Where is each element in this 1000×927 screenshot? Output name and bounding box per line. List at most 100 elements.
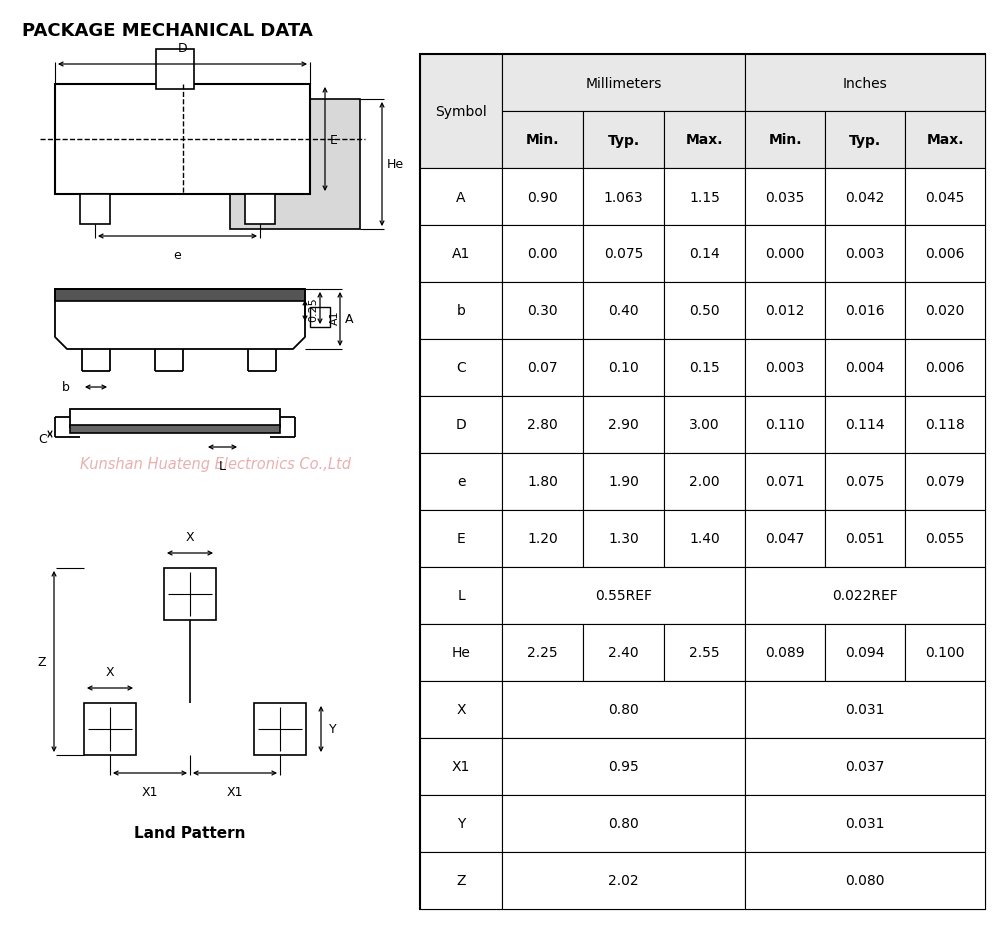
Bar xyxy=(502,169,583,226)
Bar xyxy=(664,453,745,511)
Text: X1: X1 xyxy=(452,760,470,774)
Bar xyxy=(583,511,664,567)
Text: 1.30: 1.30 xyxy=(608,532,639,546)
Bar xyxy=(825,453,905,511)
Text: 0.95: 0.95 xyxy=(608,760,639,774)
Bar xyxy=(502,453,583,511)
Text: 0.037: 0.037 xyxy=(845,760,885,774)
Bar xyxy=(905,397,985,453)
Text: X1: X1 xyxy=(142,785,158,798)
Text: Kunshan Huateng Electronics Co.,Ltd: Kunshan Huateng Electronics Co.,Ltd xyxy=(80,457,351,472)
Text: X: X xyxy=(106,666,114,679)
Text: 3.00: 3.00 xyxy=(689,418,720,432)
Bar xyxy=(905,511,985,567)
Text: X1: X1 xyxy=(227,785,243,798)
Bar xyxy=(905,624,985,681)
Text: 2.25: 2.25 xyxy=(527,646,558,660)
Text: b: b xyxy=(62,381,70,394)
Bar xyxy=(55,85,310,195)
Text: 0.031: 0.031 xyxy=(845,703,885,717)
Text: L: L xyxy=(219,460,226,473)
Bar xyxy=(745,624,825,681)
Bar xyxy=(420,339,502,397)
Text: 0.10: 0.10 xyxy=(608,362,639,375)
Text: b: b xyxy=(457,304,465,318)
Text: 0.031: 0.031 xyxy=(845,817,885,831)
Text: 2.40: 2.40 xyxy=(608,646,639,660)
Bar xyxy=(745,681,985,738)
Bar xyxy=(664,339,745,397)
Text: C: C xyxy=(38,433,47,446)
Bar xyxy=(420,681,502,738)
Text: L: L xyxy=(457,589,465,603)
Bar xyxy=(583,283,664,339)
Text: 1.15: 1.15 xyxy=(689,190,720,204)
Text: Y: Y xyxy=(457,817,465,831)
Text: A: A xyxy=(456,190,466,204)
Text: 0.000: 0.000 xyxy=(765,248,805,261)
Text: Typ.: Typ. xyxy=(849,133,881,147)
Text: X: X xyxy=(186,530,194,543)
Bar xyxy=(664,624,745,681)
Bar xyxy=(745,112,825,169)
Text: 2.90: 2.90 xyxy=(608,418,639,432)
Text: 0.004: 0.004 xyxy=(845,362,885,375)
Text: 1.80: 1.80 xyxy=(527,475,558,489)
Text: 0.30: 0.30 xyxy=(527,304,558,318)
Text: 0.022REF: 0.022REF xyxy=(832,589,898,603)
Bar xyxy=(502,511,583,567)
Bar xyxy=(70,425,280,434)
Bar xyxy=(664,511,745,567)
Bar xyxy=(502,283,583,339)
Text: 0.100: 0.100 xyxy=(925,646,965,660)
Bar xyxy=(583,397,664,453)
Text: 2.80: 2.80 xyxy=(527,418,558,432)
Text: C: C xyxy=(456,362,466,375)
Text: 1.063: 1.063 xyxy=(604,190,643,204)
Bar xyxy=(420,738,502,795)
Text: 2.55: 2.55 xyxy=(689,646,720,660)
Text: 0.080: 0.080 xyxy=(845,873,885,887)
Bar xyxy=(80,195,110,224)
Text: Z: Z xyxy=(38,655,46,668)
Text: D: D xyxy=(456,418,466,432)
Bar xyxy=(420,624,502,681)
Bar xyxy=(420,55,502,169)
Text: 0.25: 0.25 xyxy=(308,298,318,322)
Bar xyxy=(502,738,745,795)
Bar xyxy=(583,169,664,226)
Bar xyxy=(502,226,583,283)
Bar xyxy=(502,55,745,112)
Text: Min.: Min. xyxy=(526,133,559,147)
Bar xyxy=(502,112,583,169)
Text: He: He xyxy=(387,159,404,171)
Bar xyxy=(745,283,825,339)
Text: 0.089: 0.089 xyxy=(765,646,805,660)
Text: Symbol: Symbol xyxy=(435,105,487,119)
Text: 0.055: 0.055 xyxy=(925,532,965,546)
Bar xyxy=(583,226,664,283)
Bar xyxy=(84,704,136,756)
Bar xyxy=(825,112,905,169)
Bar xyxy=(420,169,502,226)
Bar xyxy=(310,308,330,327)
Bar xyxy=(905,339,985,397)
Text: X: X xyxy=(456,703,466,717)
Bar xyxy=(164,568,216,620)
Text: 0.80: 0.80 xyxy=(608,703,639,717)
Text: 0.075: 0.075 xyxy=(604,248,643,261)
Bar xyxy=(664,169,745,226)
Bar xyxy=(664,283,745,339)
Bar xyxy=(420,795,502,852)
Text: 0.55REF: 0.55REF xyxy=(595,589,652,603)
Bar xyxy=(420,397,502,453)
Bar xyxy=(825,169,905,226)
Text: 0.006: 0.006 xyxy=(925,362,965,375)
Text: e: e xyxy=(174,248,181,261)
Text: A: A xyxy=(345,313,354,326)
Text: 0.00: 0.00 xyxy=(527,248,558,261)
Text: D: D xyxy=(178,42,187,55)
Bar xyxy=(825,339,905,397)
Bar xyxy=(420,453,502,511)
Bar xyxy=(70,410,280,427)
